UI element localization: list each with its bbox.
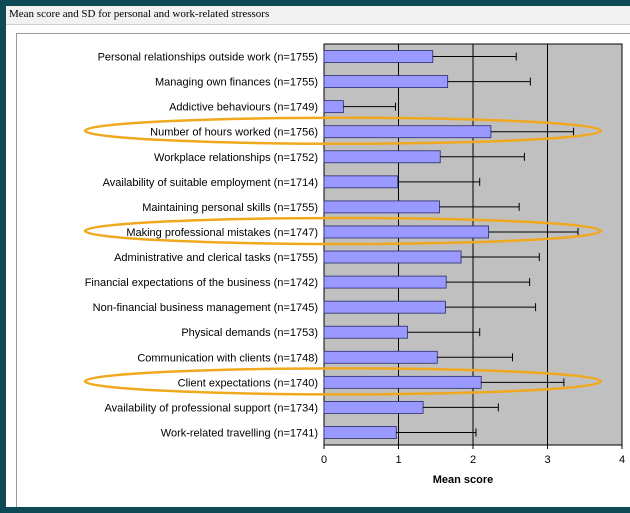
x-tick-label: 3 [544, 454, 550, 466]
bar [323, 75, 449, 88]
bar [323, 300, 446, 314]
bar [323, 375, 482, 389]
category-label: Administrative and clerical tasks (n=175… [114, 252, 318, 264]
category-label: Maintaining personal skills (n=1755) [142, 202, 318, 214]
category-label: Managing own finances (n=1755) [155, 77, 318, 89]
category-label: Financial expectations of the business (… [85, 277, 318, 289]
category-label: Addictive behaviours (n=1749) [169, 102, 318, 114]
bar [323, 50, 434, 63]
bar [323, 125, 492, 139]
category-label: Work-related travelling (n=1741) [161, 427, 318, 439]
category-label: Number of hours worked (n=1756) [150, 127, 318, 139]
x-tick-label: 1 [395, 454, 401, 466]
bar [323, 250, 462, 264]
x-tick-label: 4 [619, 454, 625, 466]
category-label: Personal relationships outside work (n=1… [98, 52, 318, 64]
bar [323, 100, 344, 114]
bar [323, 401, 424, 414]
bar [323, 350, 438, 364]
bar-chart: Personal relationships outside work (n=1… [83, 43, 625, 486]
category-label: Communication with clients (n=1748) [137, 352, 318, 364]
category-label: Physical demands (n=1753) [181, 327, 318, 339]
x-tick-label: 0 [321, 454, 327, 466]
category-label: Availability of suitable employment (n=1… [103, 177, 318, 189]
highlight-ellipse [83, 116, 603, 145]
bar [323, 325, 408, 339]
bar [323, 175, 399, 189]
x-tick-label: 2 [470, 454, 476, 466]
category-label: Client expectations (n=1740) [178, 377, 318, 389]
bar [323, 150, 441, 164]
bar [323, 200, 440, 214]
bar [323, 275, 447, 289]
x-axis-label: Mean score [433, 474, 494, 486]
highlight-ellipse [83, 367, 603, 396]
category-label: Workplace relationships (n=1752) [154, 152, 318, 164]
bar [323, 225, 490, 239]
category-label: Making professional mistakes (n=1747) [126, 227, 318, 239]
highlight-ellipse [83, 216, 603, 246]
category-label: Non-financial business management (n=174… [93, 302, 318, 314]
title-bar: Mean score and SD for personal and work-… [6, 6, 630, 25]
bar [323, 426, 397, 439]
figure-title: Mean score and SD for personal and work-… [9, 8, 270, 20]
category-label: Availability of professional support (n=… [104, 402, 318, 414]
chart-container: Personal relationships outside work (n=1… [16, 33, 630, 507]
